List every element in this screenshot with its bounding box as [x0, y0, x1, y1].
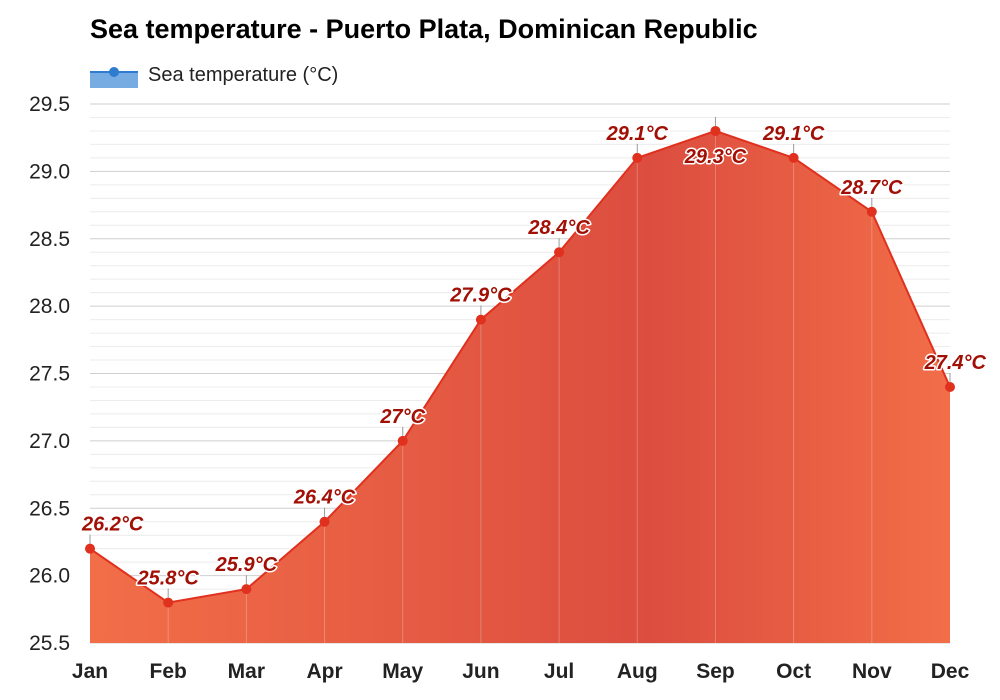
y-tick-label: 28.0: [29, 295, 70, 318]
data-point[interactable]: [319, 516, 330, 527]
data-label: 28.7°C: [840, 177, 903, 199]
y-tick-label: 28.5: [29, 228, 70, 251]
x-tick-label: Nov: [852, 660, 892, 683]
data-point[interactable]: [475, 314, 486, 325]
data-label: 29.3°C: [684, 146, 747, 168]
data-label: 28.4°C: [527, 217, 590, 239]
area-fill: [90, 130, 950, 643]
y-tick-label: 26.0: [29, 565, 70, 588]
data-point[interactable]: [397, 435, 408, 446]
data-point[interactable]: [710, 125, 721, 136]
data-label: 26.4°C: [293, 487, 356, 509]
y-tick-label: 29.5: [29, 93, 70, 116]
data-label: 25.9°C: [215, 554, 278, 576]
data-label: 25.8°C: [136, 568, 199, 590]
x-tick-label: Dec: [931, 660, 970, 683]
data-label: 27.4°C: [924, 352, 987, 374]
data-label: 29.1°C: [762, 123, 825, 145]
legend-swatch-icon: [90, 62, 138, 88]
data-point[interactable]: [866, 206, 877, 217]
data-label: 29.1°C: [606, 123, 669, 145]
x-tick-label: Jun: [462, 660, 499, 683]
data-label: 27.9°C: [449, 285, 512, 307]
series-line: [89, 129, 951, 604]
data-point[interactable]: [788, 152, 799, 163]
legend-label: Sea temperature (°C): [148, 63, 339, 86]
data-point[interactable]: [632, 152, 643, 163]
y-tick-label: 27.0: [29, 430, 70, 453]
x-tick-label: Oct: [776, 660, 811, 683]
y-tick-label: 27.5: [29, 363, 70, 386]
x-axis-ticks: Jan Feb Mar Apr May Jun Jul Aug Sep Oct Nov Dec: [72, 660, 970, 683]
legend[interactable]: Sea temperature (°C): [90, 60, 338, 90]
x-tick-label: Feb: [150, 660, 187, 683]
data-point[interactable]: [85, 543, 95, 554]
y-axis-ticks: 25.5 26.0 26.5 27.0 27.5 28.0 28.5 29.0 29.5: [29, 93, 70, 655]
x-tick-label: Jul: [544, 660, 574, 683]
data-point[interactable]: [241, 584, 252, 595]
data-point[interactable]: [945, 381, 955, 392]
x-tick-label: Apr: [306, 660, 342, 683]
x-tick-label: May: [382, 660, 423, 683]
x-tick-label: Aug: [617, 660, 658, 683]
x-tick-label: Mar: [228, 660, 265, 683]
data-label: 26.2°C: [81, 514, 144, 536]
area-layer: [89, 129, 951, 643]
y-tick-label: 25.5: [29, 632, 70, 655]
y-tick-label: 26.5: [29, 497, 70, 520]
y-tick-label: 29.0: [29, 160, 70, 183]
data-points: [85, 116, 955, 608]
x-tick-label: Jan: [72, 660, 108, 683]
chart-title: Sea temperature - Puerto Plata, Dominica…: [90, 14, 758, 44]
vertical-gridlines: [167, 130, 873, 643]
data-label: 27°C: [379, 406, 425, 428]
data-labels: 26.2°C 25.8°C 25.9°C 26.4°C 27°C 27.9°C 28.4°C…: [80, 121, 989, 591]
x-tick-label: Sep: [696, 660, 735, 683]
data-point[interactable]: [163, 597, 174, 608]
data-point[interactable]: [554, 247, 565, 258]
